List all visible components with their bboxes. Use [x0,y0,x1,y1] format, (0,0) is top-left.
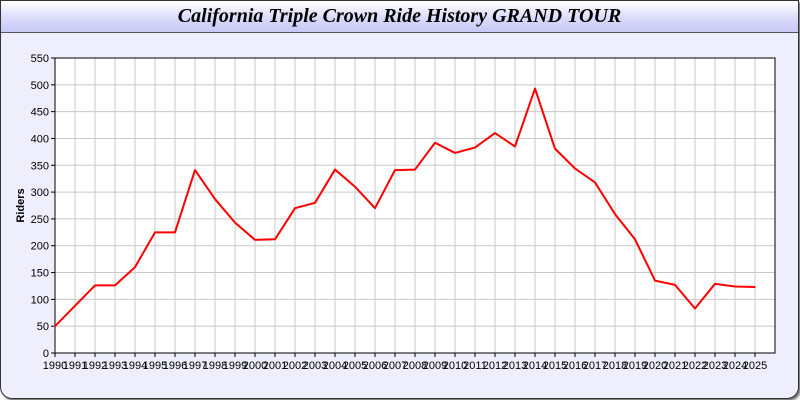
x-tick-label: 2004 [323,360,347,372]
x-tick-label: 1997 [183,360,207,372]
x-tick-label: 2005 [343,360,367,372]
x-tick-label: 1994 [123,360,147,372]
x-tick-label: 2006 [363,360,387,372]
data-point [314,202,316,204]
chart-title: California Triple Crown Ride History GRA… [177,5,622,27]
data-point [394,169,396,171]
x-tick-label: 1995 [143,360,167,372]
x-tick-label: 2017 [583,360,607,372]
y-tick-label: 0 [43,348,49,360]
y-tick-label: 200 [31,241,49,253]
data-point [694,307,696,310]
data-point [434,141,436,144]
x-tick-label: 2022 [683,360,707,372]
x-tick-label: 2010 [443,360,467,372]
data-point [354,185,356,188]
y-tick-label: 300 [31,187,49,199]
y-tick-label: 50 [37,321,49,333]
y-tick-label: 450 [31,107,49,119]
x-tick-label: 2014 [523,360,547,372]
data-point [274,238,276,241]
data-point [414,168,416,171]
x-tick-label: 2009 [423,360,447,372]
data-point [374,207,376,209]
data-point [194,169,196,171]
data-point [494,132,496,134]
data-point [114,284,116,287]
y-tick-label: 350 [31,160,49,172]
y-tick-label: 550 [31,53,49,65]
data-point [454,152,456,154]
data-point [574,167,576,170]
x-tick-label: 2001 [263,360,287,372]
data-point [594,181,596,184]
x-tick-label: 1996 [163,360,187,372]
x-tick-label: 1990 [43,360,67,372]
x-tick-label: 2008 [403,360,427,372]
data-point [754,286,756,288]
x-tick-label: 2007 [383,360,407,372]
x-tick-label: 2003 [303,360,327,372]
title-bar: California Triple Crown Ride History GRA… [1,1,798,33]
x-tick-label: 2000 [243,360,267,372]
x-tick-label: 2016 [563,360,587,372]
data-point [214,198,216,200]
data-point [174,231,176,234]
series-line [54,87,756,327]
data-point [674,284,676,286]
x-tick-label: 1993 [103,360,127,372]
x-tick-label: 2023 [703,360,727,372]
data-point [234,221,236,224]
data-point [54,325,56,327]
data-point [534,87,536,90]
y-axis-label: Riders [15,188,27,222]
x-tick-label: 1992 [83,360,107,372]
data-point [654,279,656,282]
x-tick-label: 1991 [63,360,87,372]
data-point [154,231,156,234]
y-tick-label: 150 [31,268,49,280]
data-point [634,238,636,241]
x-tick-label: 2019 [623,360,647,372]
data-point [614,213,616,215]
data-point [254,239,256,241]
data-point [734,285,736,288]
data-point [474,146,476,149]
x-tick-label: 2018 [603,360,627,372]
x-tick-label: 2011 [463,360,487,372]
data-point [334,168,336,171]
plot-border [54,57,776,354]
data-point [94,284,96,287]
x-tick-label: 2020 [643,360,667,372]
x-tick-label: 2024 [723,360,747,372]
y-tick-label: 400 [31,133,49,145]
data-point [74,305,76,307]
data-point [554,147,556,150]
data-point [714,283,716,285]
x-tick-label: 2002 [283,360,307,372]
y-tick-label: 100 [31,294,49,306]
data-point [514,145,516,148]
x-tick-label: 2025 [743,360,767,372]
y-tick-label: 500 [31,80,49,92]
data-point [294,207,296,209]
data-point [134,266,136,268]
x-tick-label: 1999 [223,360,247,372]
x-tick-label: 2013 [503,360,527,372]
x-tick-label: 2015 [543,360,567,372]
x-tick-label: 1998 [203,360,227,372]
x-tick-label: 2021 [663,360,687,372]
y-tick-label: 250 [31,214,49,226]
x-tick-label: 2012 [483,360,507,372]
